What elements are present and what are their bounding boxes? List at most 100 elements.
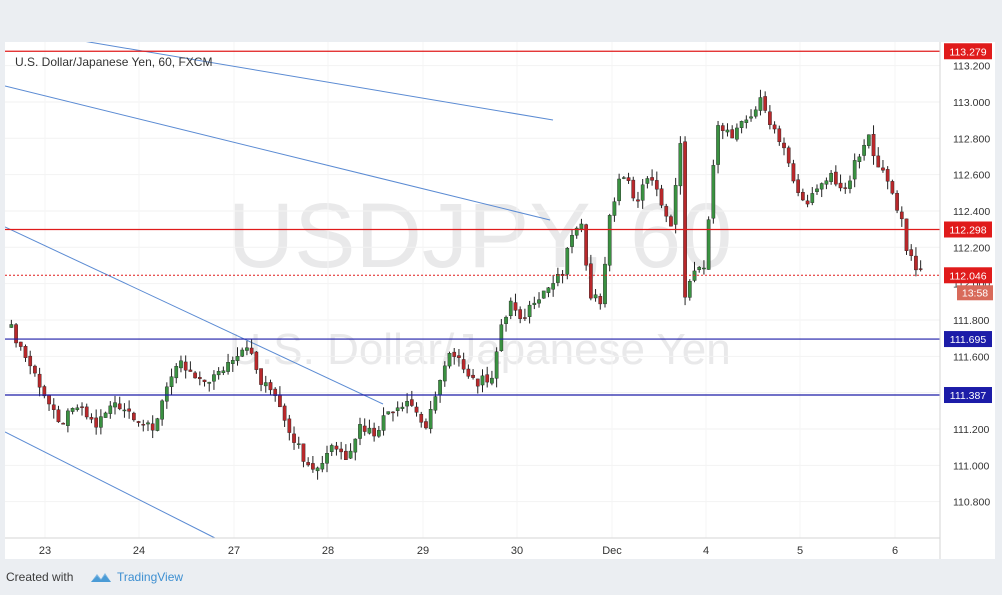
candle-body <box>838 182 843 189</box>
tradingview-link[interactable]: TradingView <box>117 570 184 584</box>
candle-body <box>918 268 923 270</box>
trendline[interactable] <box>77 42 554 121</box>
candle-body <box>461 359 466 370</box>
candle-body <box>438 380 442 396</box>
candle-body <box>61 422 66 425</box>
y-tick-label: 113.200 <box>953 61 990 73</box>
countdown-label: 13:58 <box>962 287 988 299</box>
price-axis[interactable]: 113.200 113.000 112.800 112.600 112.400 112.2… <box>953 61 990 509</box>
tradingview-cloud-icon[interactable] <box>88 569 114 585</box>
candle-body <box>334 445 339 450</box>
candle-body <box>791 163 796 182</box>
created-with-label: Created with <box>6 570 74 584</box>
candle-body <box>763 96 768 111</box>
candle-body <box>33 365 37 374</box>
price-chart[interactable]: USDJPY, 60 U.S. Dollar/Japanese Yen 113.… <box>5 42 995 559</box>
candle-body <box>857 156 862 162</box>
candle-body <box>551 283 556 290</box>
candle-body <box>179 360 183 369</box>
candle-body <box>593 294 598 299</box>
price-tag <box>944 331 992 348</box>
candle-body <box>207 381 212 384</box>
candle-body <box>320 463 325 470</box>
candle-body <box>18 341 23 347</box>
candle-body <box>419 413 424 423</box>
candle-body <box>852 160 857 180</box>
price-tags-layer: 113.279 112.298 112.046 111.695 111.387 13:58 <box>944 43 993 404</box>
candle-body <box>259 368 263 385</box>
y-tick-label: 110.800 <box>953 497 990 509</box>
candle-body <box>706 219 711 270</box>
candle-body <box>513 302 518 311</box>
price-tag-label: 113.279 <box>949 46 986 58</box>
candle-body <box>386 411 391 415</box>
candle-body <box>909 249 914 256</box>
candle-body <box>66 410 70 426</box>
candle-body <box>650 177 654 181</box>
candle-body <box>37 373 42 388</box>
candle-body <box>447 353 452 367</box>
candle-body <box>777 128 782 143</box>
candle-body <box>296 443 301 445</box>
candle-body <box>824 180 829 185</box>
candle-body <box>866 134 871 146</box>
candle-body <box>395 407 400 411</box>
price-tag-label: 111.387 <box>950 390 987 402</box>
candle-body <box>739 121 744 128</box>
trendline[interactable] <box>5 226 384 405</box>
x-tick-label: 6 <box>892 545 898 557</box>
candle-body <box>240 349 245 357</box>
candle-body <box>146 422 150 425</box>
candle-body <box>683 141 687 298</box>
candle-body <box>782 142 786 149</box>
x-tick-label: 30 <box>511 545 523 557</box>
candle-body <box>358 424 362 439</box>
candle-body <box>14 324 18 344</box>
candle-body <box>640 184 645 201</box>
candle-body <box>103 412 108 418</box>
price-tag <box>944 387 992 404</box>
watermark-secondary: U.S. Dollar/Japanese Yen <box>229 325 730 374</box>
candle-body <box>268 382 273 391</box>
candle-body <box>117 403 122 410</box>
x-tick-label: 5 <box>797 545 803 557</box>
candle-body <box>94 417 99 428</box>
chart-area[interactable]: USDJPY, 60 U.S. Dollar/Japanese Yen 113.… <box>5 42 995 559</box>
candle-body <box>607 215 612 266</box>
candle-body <box>881 167 885 171</box>
candle-body <box>499 324 504 352</box>
candle-body <box>405 401 409 407</box>
candle-body <box>819 183 824 190</box>
price-tag <box>944 43 992 60</box>
candle-body <box>212 374 216 382</box>
candle-body <box>278 394 282 408</box>
candle-body <box>753 109 758 117</box>
candle-body <box>282 405 287 421</box>
y-tick-label: 113.000 <box>953 97 990 109</box>
candle-body <box>556 274 560 283</box>
candle-body <box>433 396 438 411</box>
x-tick-label: 27 <box>228 545 240 557</box>
x-tick-label: 24 <box>133 545 145 557</box>
candle-body <box>400 406 405 409</box>
trendline[interactable] <box>5 85 551 221</box>
candle-body <box>796 179 800 193</box>
candle-body <box>226 362 230 372</box>
trendline[interactable] <box>5 431 216 539</box>
time-axis[interactable]: 23 24 27 28 29 30 Dec 4 5 6 <box>39 545 898 557</box>
candle-body <box>508 300 513 317</box>
candle-body <box>565 248 570 275</box>
candle-body <box>546 287 551 293</box>
candle-body <box>174 366 179 379</box>
candle-body <box>598 296 603 305</box>
candle-body <box>725 129 730 133</box>
x-tick-label: 23 <box>39 545 51 557</box>
candle-body <box>42 386 47 397</box>
candle-body <box>409 399 414 406</box>
grid-layer <box>5 42 940 538</box>
candle-body <box>89 417 94 420</box>
candle-body <box>230 360 235 364</box>
candle-body <box>876 155 881 168</box>
y-tick-label: 112.400 <box>953 206 990 218</box>
candle-body <box>197 377 202 380</box>
